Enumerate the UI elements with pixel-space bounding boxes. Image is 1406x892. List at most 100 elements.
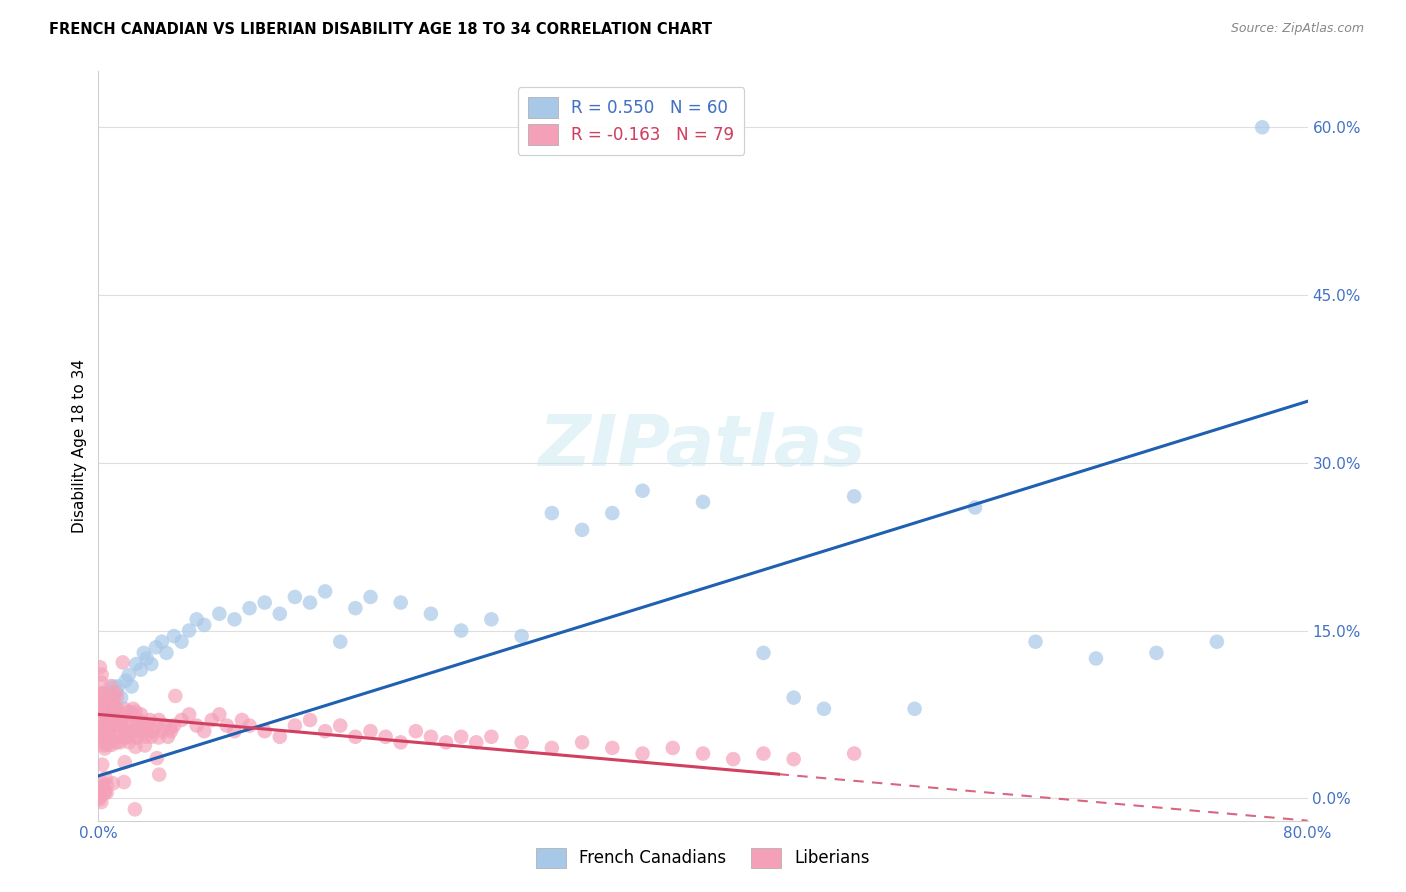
Point (105, 701, 128, 715)
Point (145, 640, 167, 655)
Point (783, 690, 806, 705)
Point (253, 596, 276, 610)
Text: Source: ZipAtlas.com: Source: ZipAtlas.com (1230, 22, 1364, 36)
Point (389, 596, 412, 610)
Point (91, 728, 114, 742)
Point (105, 735, 128, 749)
Point (98, 690, 121, 705)
Point (374, 730, 396, 744)
Point (103, 709, 125, 723)
Y-axis label: Disability Age 18 to 34: Disability Age 18 to 34 (72, 359, 87, 533)
Point (103, 702, 125, 716)
Point (148, 713, 170, 727)
Point (360, 590, 382, 604)
Point (110, 690, 132, 705)
Point (89, 792, 111, 806)
Point (103, 690, 125, 705)
Point (94, 707, 117, 722)
Point (94, 785, 117, 799)
Point (87, 789, 110, 803)
Point (132, 646, 155, 660)
Point (571, 735, 593, 749)
Point (134, 739, 156, 753)
Point (124, 802, 146, 816)
Point (89, 660, 111, 674)
Point (96, 786, 118, 800)
Text: FRENCH CANADIAN VS LIBERIAN DISABILITY AGE 18 TO 34 CORRELATION CHART: FRENCH CANADIAN VS LIBERIAN DISABILITY A… (49, 22, 713, 37)
Point (89, 705, 111, 719)
Point (94, 741, 117, 756)
Point (90, 697, 112, 711)
Point (125, 657, 148, 671)
Point (100, 685, 122, 699)
Point (201, 713, 224, 727)
Point (141, 657, 163, 671)
Point (91, 757, 114, 772)
Point (135, 651, 157, 665)
Point (329, 718, 352, 732)
Point (314, 584, 336, 599)
Point (114, 724, 136, 739)
Point (115, 730, 138, 744)
Point (111, 656, 134, 670)
Point (93, 739, 115, 753)
Point (91, 686, 114, 700)
Point (124, 739, 146, 754)
Point (93, 691, 115, 706)
Point (813, 702, 835, 716)
Point (139, 713, 162, 727)
Point (329, 634, 352, 648)
Point (239, 601, 262, 615)
Point (105, 703, 128, 717)
Point (101, 776, 124, 790)
Point (239, 718, 262, 732)
Point (122, 702, 145, 716)
Point (105, 690, 128, 705)
Point (100, 679, 122, 693)
Point (93, 721, 115, 735)
Point (148, 731, 170, 745)
Point (89, 705, 111, 719)
Point (783, 752, 806, 766)
Point (450, 730, 472, 744)
Point (405, 724, 427, 739)
Point (100, 732, 122, 747)
Point (90, 781, 112, 796)
Point (111, 707, 134, 722)
Point (104, 685, 127, 699)
Point (89, 789, 111, 804)
Point (93, 786, 115, 800)
Point (131, 724, 153, 739)
Point (142, 724, 165, 739)
Point (465, 735, 488, 749)
Point (253, 724, 276, 739)
Point (87, 790, 110, 805)
Point (692, 495, 714, 509)
Point (163, 629, 186, 643)
Point (723, 752, 745, 766)
Point (91, 687, 114, 701)
Point (481, 730, 503, 744)
Point (110, 713, 132, 727)
Point (141, 730, 163, 744)
Point (93, 697, 115, 711)
Point (146, 751, 169, 765)
Point (631, 483, 654, 498)
Point (844, 747, 866, 761)
Point (112, 702, 135, 716)
Point (170, 713, 193, 727)
Point (170, 634, 193, 648)
Point (103, 718, 125, 732)
Point (89, 694, 111, 708)
Point (93, 776, 115, 790)
Point (124, 705, 146, 719)
Point (107, 730, 129, 744)
Point (540, 741, 562, 756)
Point (156, 730, 179, 744)
Point (115, 725, 138, 739)
Point (114, 731, 136, 745)
Point (120, 713, 142, 727)
Point (100, 697, 122, 711)
Point (118, 735, 141, 749)
Point (314, 724, 336, 739)
